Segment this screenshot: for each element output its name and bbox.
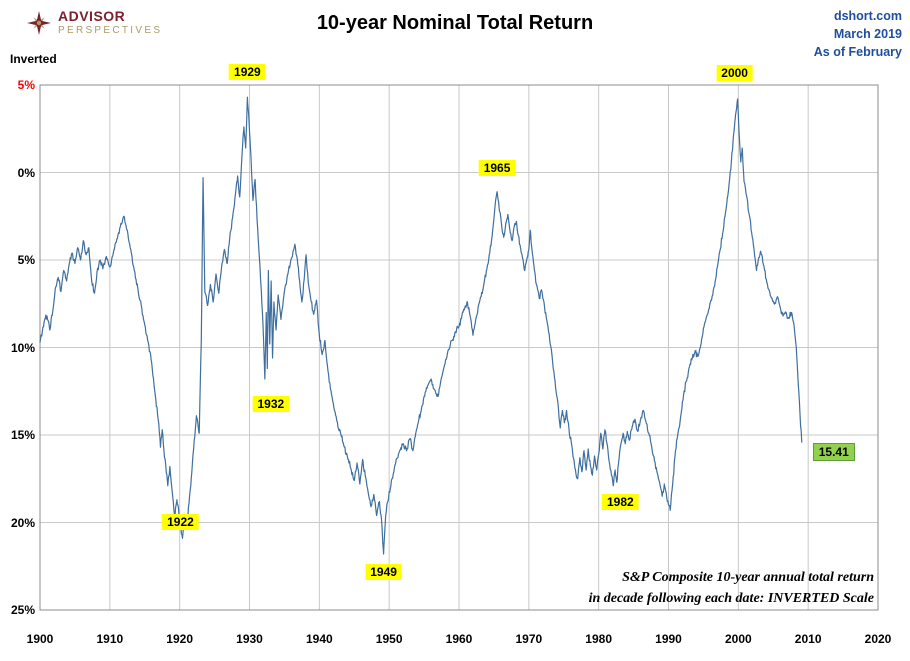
x-tick-1980: 1980 [585,632,612,646]
annotation-15-41: 15.41 [812,443,855,462]
plot-border [39,84,879,611]
x-tick-1970: 1970 [515,632,543,646]
annotation-1922: 1922 [162,514,199,531]
advisor-perspectives-logo: ADVISOR PERSPECTIVES [26,8,163,37]
x-tick-1950: 1950 [375,632,403,646]
x-tick-1990: 1990 [655,632,682,646]
y-tick-0%: 0% [17,165,35,180]
logo-text: ADVISOR PERSPECTIVES [58,8,163,37]
logo-advisor: ADVISOR [58,8,126,24]
x-tick-1900: 1900 [26,632,54,646]
y-tick-20%: 20% [10,515,35,530]
x-tick-1910: 1910 [96,632,124,646]
annotation-1932: 1932 [252,396,290,412]
chart-title: 10-year Nominal Total Return [316,12,594,34]
y-tick-10%: 10% [10,340,35,355]
return-series-line [39,96,803,555]
inverted-axis-note: Inverted [10,52,57,66]
source-date: March 2019 [833,27,902,42]
x-tick-1920: 1920 [166,632,193,646]
source-site: dshort.com [833,9,902,23]
y-tick-neg-5%: 5% [17,78,35,92]
logo-perspectives: PERSPECTIVES [58,25,163,37]
footnote-line2: in decade following each date: INVERTED … [588,591,874,606]
annotation-1929: 1929 [229,64,266,81]
x-tick-2000: 2000 [724,632,752,646]
footnote-line1: S&P Composite 10-year annual total retur… [622,570,874,585]
y-tick-15%: 15% [10,428,35,442]
source-block: dshort.com March 2019 As of February [814,7,902,61]
source-asof: As of February [813,45,902,60]
footnote: S&P Composite 10-year annual total retur… [589,567,874,609]
annotation-1965: 1965 [478,159,516,176]
compass-rose-icon [27,11,51,36]
y-tick-5%: 5% [17,253,35,267]
y-tick-25%: 25% [10,603,35,617]
x-tick-1940: 1940 [305,632,333,646]
annotation-2000: 2000 [716,65,753,81]
x-tick-2010: 2010 [794,632,822,646]
x-tick-2020: 2020 [864,632,892,646]
annotation-1949: 1949 [365,564,402,580]
x-tick-1960: 1960 [445,632,473,646]
annotation-1982: 1982 [601,493,639,510]
x-tick-1930: 1930 [236,632,263,646]
